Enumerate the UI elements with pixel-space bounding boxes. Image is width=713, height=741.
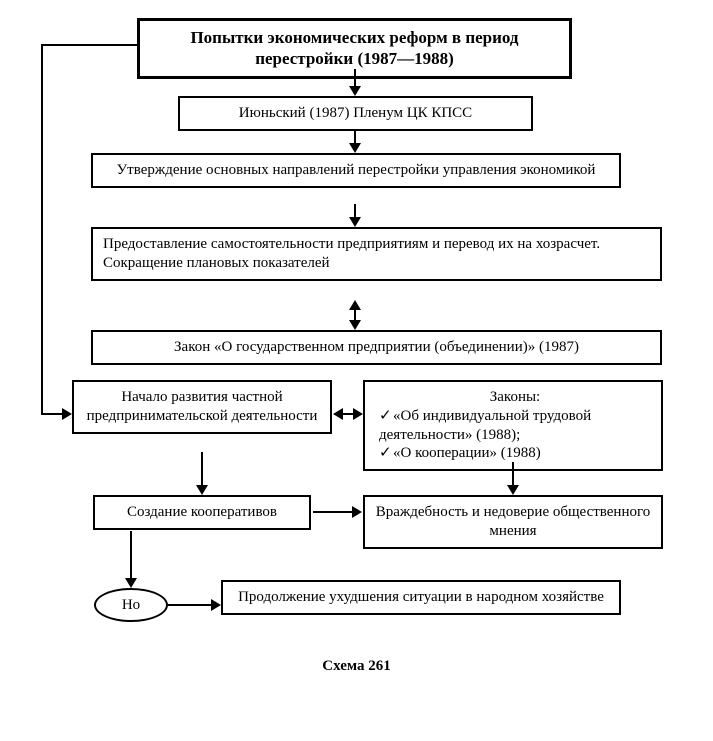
edge-title-n1 [354,69,356,87]
edge-n7-n8 [313,511,353,513]
node-n5: Начало развития частной предпринимательс… [72,380,332,434]
edge-n7-but [130,531,132,579]
arrow-n2-n3 [349,217,361,227]
arrow-but-n9 [211,599,221,611]
arrow-n3-n4-down [349,320,361,330]
edge-rail-top [41,44,137,46]
n5-text: Начало развития частной предпринимательс… [87,389,318,424]
arrow-n6-n8 [507,485,519,495]
n3-text-b: Сокращение плановых показателей [103,254,650,273]
check-icon: ✓ [379,407,393,426]
edge-rail-to-n5 [41,413,63,415]
n8-text: Враждебность и недоверие общественного м… [376,504,651,539]
n6-item-a: ✓«Об индивидуальной трудовой деятельност… [379,407,651,445]
edge-n2-n3 [354,204,356,218]
title-text: Попытки экономических реформ в период пе… [190,28,518,68]
arrow-rail-n5 [62,408,72,420]
but-text: Но [122,597,140,614]
n6-text-b: «О кооперации» (1988) [393,445,541,461]
caption-text: Схема 261 [322,658,390,674]
arrow-title-n1 [349,86,361,96]
arrow-n5-n7 [196,485,208,495]
node-but: Но [94,588,168,622]
arrow-n7-n8 [352,506,362,518]
n6-item-b: ✓«О кооперации» (1988) [379,444,651,463]
edge-n6-n8 [512,462,514,486]
edge-rail-vert [41,44,43,413]
n7-text: Создание кооперативов [127,504,277,520]
n9-text: Продолжение ухудшения ситуации в народно… [238,589,604,605]
n6-text-a: «Об индивидуальной трудовой деятельности… [379,408,591,443]
edge-n5-n7 [201,452,203,486]
n1-text: Июньский (1987) Пленум ЦК КПСС [239,105,472,121]
node-n1: Июньский (1987) Пленум ЦК КПСС [178,96,533,131]
arrow-n5-n6-right [353,408,363,420]
node-n9: Продолжение ухудшения ситуации в народно… [221,580,621,615]
edge-n1-n2 [354,130,356,144]
diagram-caption: Схема 261 [0,658,713,675]
edge-but-n9 [168,604,212,606]
arrow-n1-n2 [349,143,361,153]
n2-text: Утверждение основных направлений перестр… [117,162,596,178]
node-n8: Враждебность и недоверие общественного м… [363,495,663,549]
flowchart-canvas: Попытки экономических реформ в период пе… [0,0,713,741]
node-n3: Предоставление самостоятельности предпри… [91,227,662,281]
arrow-n7-but [125,578,137,588]
node-n6: Законы: ✓«Об индивидуальной трудовой дея… [363,380,663,471]
n4-text: Закон «О государственном предприятии (об… [174,339,579,355]
check-icon: ✓ [379,444,393,463]
n3-text-a: Предоставление самостоятельности предпри… [103,235,650,254]
node-n4: Закон «О государственном предприятии (об… [91,330,662,365]
node-n2: Утверждение основных направлений перестр… [91,153,621,188]
node-n7: Создание кооперативов [93,495,311,530]
n6-title: Законы: [379,388,651,407]
